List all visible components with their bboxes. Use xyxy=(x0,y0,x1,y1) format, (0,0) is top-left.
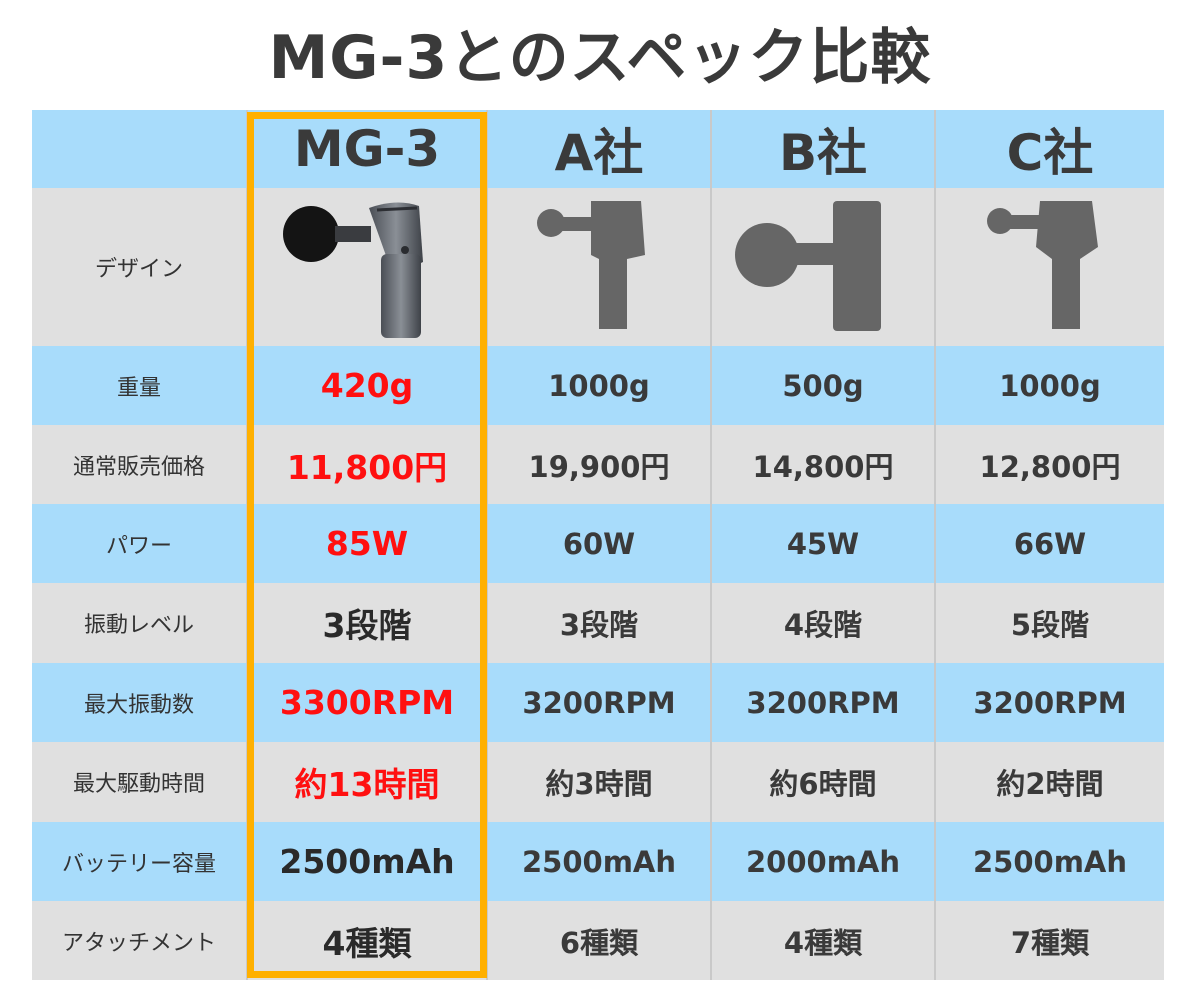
table-row: 通常販売価格 11,800円 19,900円 14,800円 12,800円 xyxy=(32,425,1164,504)
mg3-value: 85W xyxy=(246,504,486,583)
company-a-value: 3段階 xyxy=(486,583,710,663)
company-b-value: 500g xyxy=(710,346,934,425)
table-row: 重量 420g 1000g 500g 1000g xyxy=(32,346,1164,425)
company-c-design-cell xyxy=(934,188,1164,346)
company-c-value: 5段階 xyxy=(934,583,1164,663)
massage-gun-silhouette-b-icon xyxy=(735,201,881,331)
company-a-design-cell xyxy=(486,188,710,346)
row-label: 最大駆動時間 xyxy=(32,742,246,822)
company-b-value: 4種類 xyxy=(710,901,934,980)
header-empty-cell xyxy=(32,110,246,188)
mg3-value: 3300RPM xyxy=(246,663,486,742)
company-b-value: 14,800円 xyxy=(710,425,934,504)
table-header-row: MG-3 A社 B社 C社 xyxy=(32,110,1164,188)
company-b-value: 4段階 xyxy=(710,583,934,663)
row-label: 重量 xyxy=(32,346,246,425)
table-row: 最大振動数 3300RPM 3200RPM 3200RPM 3200RPM xyxy=(32,663,1164,742)
table-row: 最大駆動時間 約13時間 約3時間 約6時間 約2時間 xyxy=(32,742,1164,822)
company-a-value: 2500mAh xyxy=(486,822,710,901)
company-a-value: 1000g xyxy=(486,346,710,425)
mg3-value: 2500mAh xyxy=(246,822,486,901)
company-c-value: 約2時間 xyxy=(934,742,1164,822)
mg3-value: 約13時間 xyxy=(246,742,486,822)
row-label: 最大振動数 xyxy=(32,663,246,742)
company-c-value: 2500mAh xyxy=(934,822,1164,901)
design-row: デザイン xyxy=(32,188,1164,346)
company-a-value: 約3時間 xyxy=(486,742,710,822)
company-b-value: 3200RPM xyxy=(710,663,934,742)
company-b-value: 45W xyxy=(710,504,934,583)
company-c-value: 3200RPM xyxy=(934,663,1164,742)
company-b-design-cell xyxy=(710,188,934,346)
table-row: パワー 85W 60W 45W 66W xyxy=(32,504,1164,583)
company-b-value: 2000mAh xyxy=(710,822,934,901)
company-a-value: 6種類 xyxy=(486,901,710,980)
mg3-value: 4種類 xyxy=(246,901,486,980)
row-label: パワー xyxy=(32,504,246,583)
header-company-a: A社 xyxy=(486,110,710,188)
mg3-value: 3段階 xyxy=(246,583,486,663)
mg3-design-cell xyxy=(246,188,486,346)
company-c-value: 1000g xyxy=(934,346,1164,425)
mg3-value: 420g xyxy=(246,346,486,425)
header-mg3: MG-3 xyxy=(246,110,486,188)
table-row: バッテリー容量 2500mAh 2500mAh 2000mAh 2500mAh xyxy=(32,822,1164,901)
company-c-value: 12,800円 xyxy=(934,425,1164,504)
mg3-value: 11,800円 xyxy=(246,425,486,504)
company-b-value: 約6時間 xyxy=(710,742,934,822)
massage-gun-silhouette-c-icon xyxy=(987,201,1098,329)
table-row: アタッチメント 4種類 6種類 4種類 7種類 xyxy=(32,901,1164,980)
table-row: 振動レベル 3段階 3段階 4段階 5段階 xyxy=(32,583,1164,663)
row-label: デザイン xyxy=(32,188,246,346)
row-label: バッテリー容量 xyxy=(32,822,246,901)
spec-comparison-table: MG-3 A社 B社 C社 デザイン xyxy=(32,110,1164,980)
company-a-value: 60W xyxy=(486,504,710,583)
page-title: MG-3とのスペック比較 xyxy=(268,23,932,93)
header-company-c: C社 xyxy=(934,110,1164,188)
row-label: 通常販売価格 xyxy=(32,425,246,504)
massage-gun-photo-icon xyxy=(283,202,423,338)
header-company-b: B社 xyxy=(710,110,934,188)
company-c-value: 7種類 xyxy=(934,901,1164,980)
massage-gun-silhouette-a-icon xyxy=(537,201,645,329)
row-label: アタッチメント xyxy=(32,901,246,980)
company-a-value: 19,900円 xyxy=(486,425,710,504)
row-label: 振動レベル xyxy=(32,583,246,663)
company-c-value: 66W xyxy=(934,504,1164,583)
company-a-value: 3200RPM xyxy=(486,663,710,742)
